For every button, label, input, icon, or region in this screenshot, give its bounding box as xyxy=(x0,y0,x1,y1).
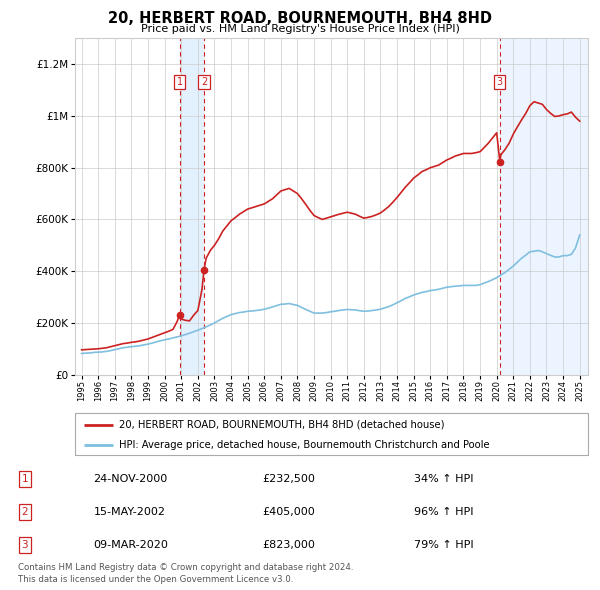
Text: 3: 3 xyxy=(497,77,503,87)
Text: 79% ↑ HPI: 79% ↑ HPI xyxy=(413,540,473,550)
Bar xyxy=(179,38,204,375)
Text: £823,000: £823,000 xyxy=(262,540,315,550)
Text: 20, HERBERT ROAD, BOURNEMOUTH, BH4 8HD (detached house): 20, HERBERT ROAD, BOURNEMOUTH, BH4 8HD (… xyxy=(119,420,444,430)
Text: 09-MAR-2020: 09-MAR-2020 xyxy=(94,540,169,550)
Text: 24-NOV-2000: 24-NOV-2000 xyxy=(94,474,168,484)
Text: 1: 1 xyxy=(22,474,28,484)
Text: 2: 2 xyxy=(22,507,28,517)
Text: 15-MAY-2002: 15-MAY-2002 xyxy=(94,507,166,517)
Text: Contains HM Land Registry data © Crown copyright and database right 2024.: Contains HM Land Registry data © Crown c… xyxy=(18,563,353,572)
Bar xyxy=(500,38,588,375)
Text: This data is licensed under the Open Government Licence v3.0.: This data is licensed under the Open Gov… xyxy=(18,575,293,584)
Text: 3: 3 xyxy=(22,540,28,550)
Text: 96% ↑ HPI: 96% ↑ HPI xyxy=(413,507,473,517)
Text: 2: 2 xyxy=(201,77,207,87)
Text: 34% ↑ HPI: 34% ↑ HPI xyxy=(413,474,473,484)
Text: £232,500: £232,500 xyxy=(262,474,315,484)
Text: 1: 1 xyxy=(176,77,182,87)
Text: £405,000: £405,000 xyxy=(262,507,315,517)
Text: 20, HERBERT ROAD, BOURNEMOUTH, BH4 8HD: 20, HERBERT ROAD, BOURNEMOUTH, BH4 8HD xyxy=(108,11,492,25)
Text: Price paid vs. HM Land Registry's House Price Index (HPI): Price paid vs. HM Land Registry's House … xyxy=(140,24,460,34)
Text: HPI: Average price, detached house, Bournemouth Christchurch and Poole: HPI: Average price, detached house, Bour… xyxy=(119,440,489,450)
